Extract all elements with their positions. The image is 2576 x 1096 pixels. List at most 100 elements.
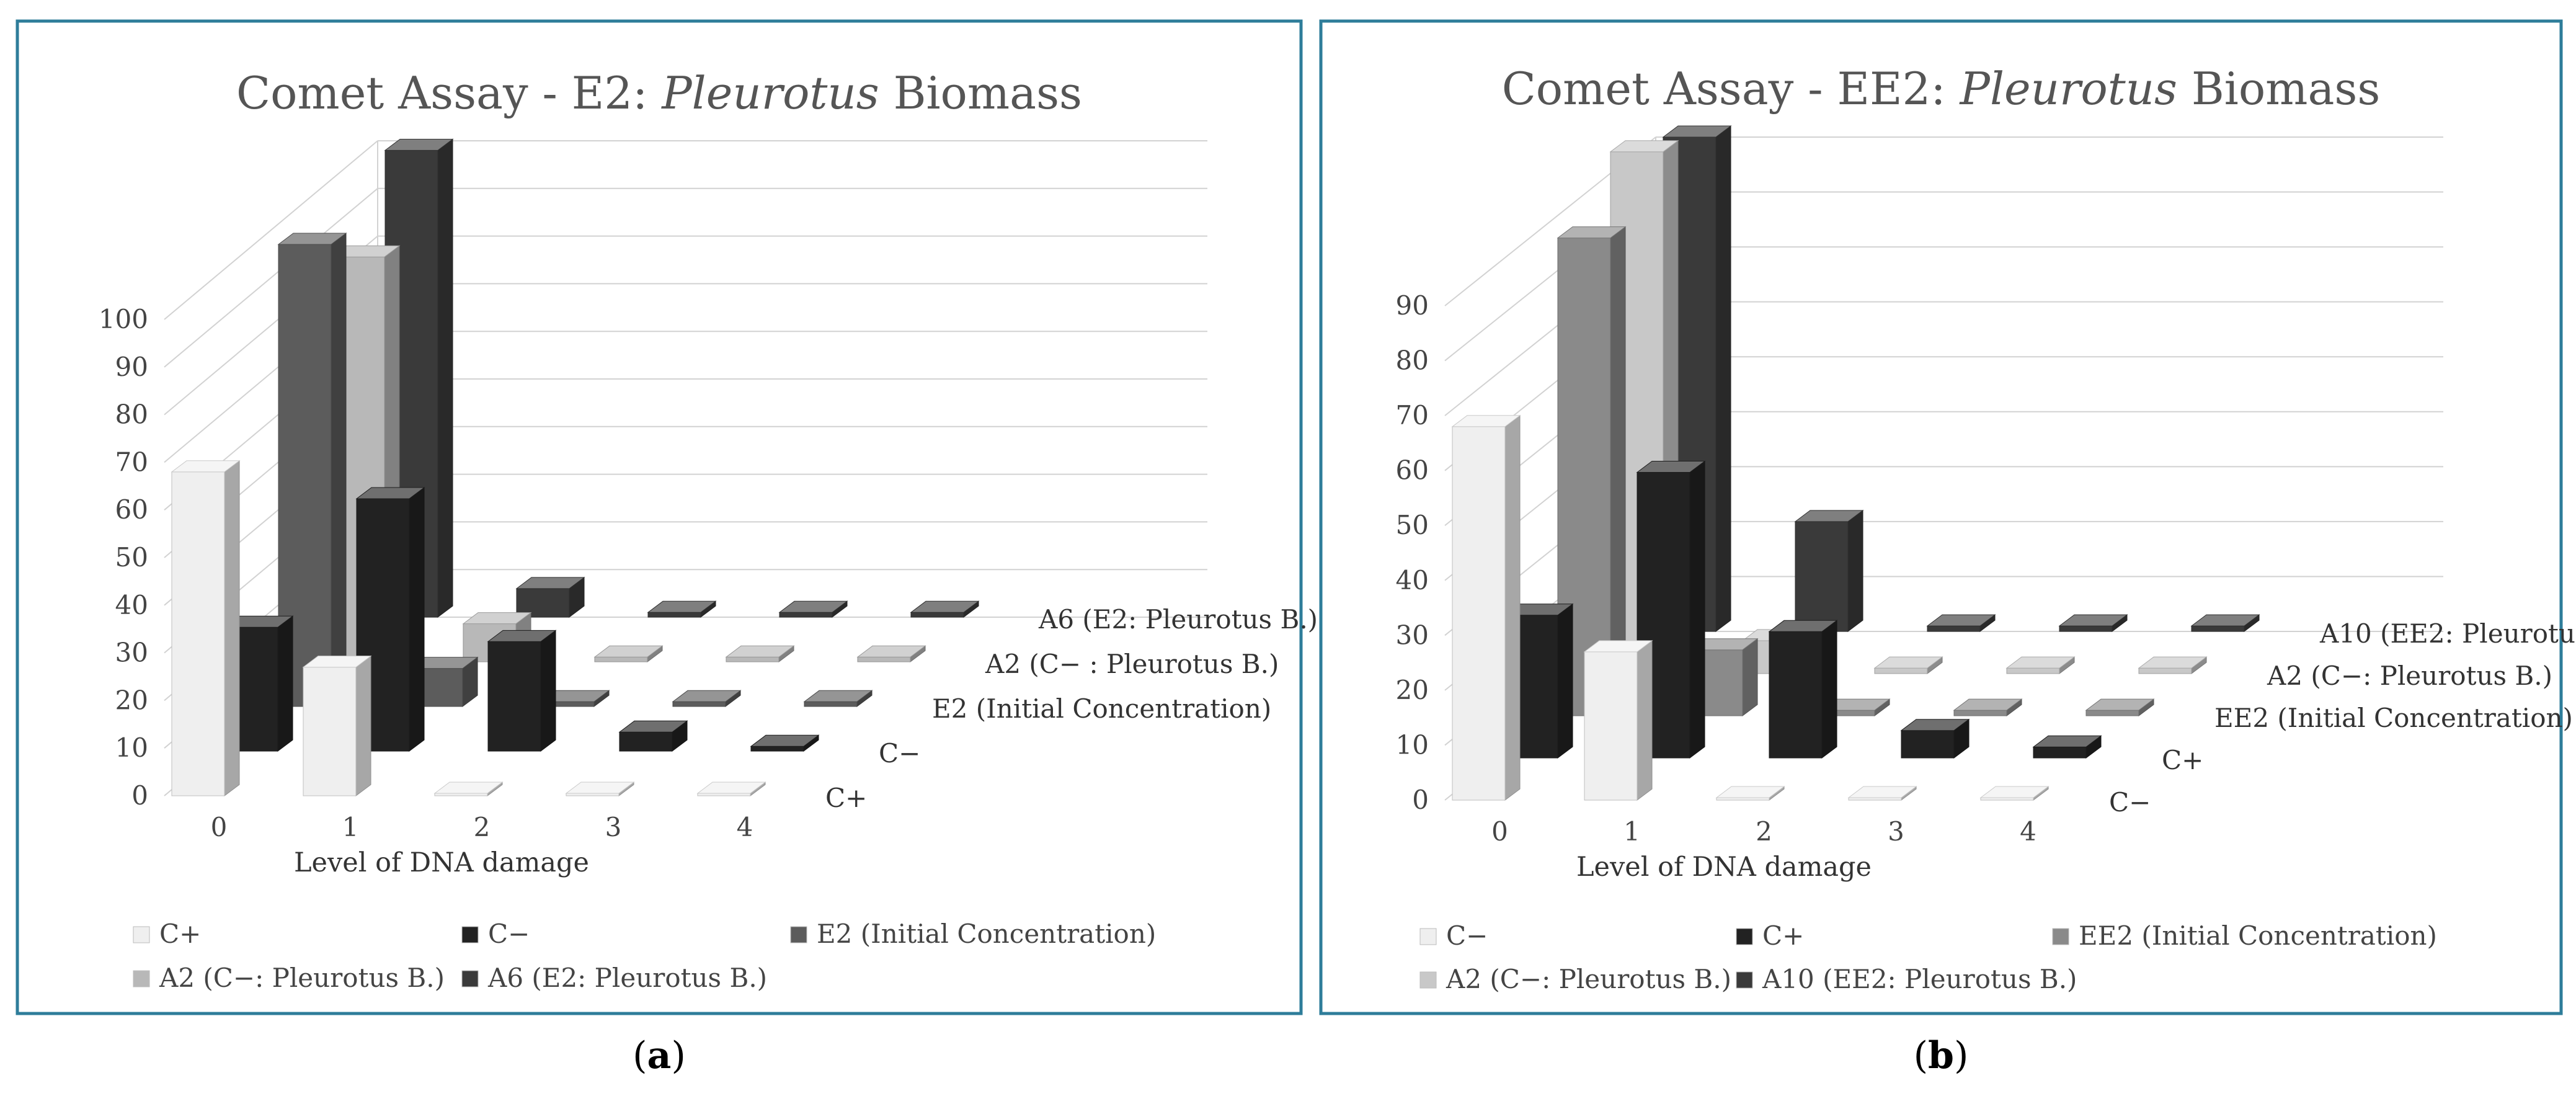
bar-front — [726, 656, 779, 662]
bar-top — [302, 656, 372, 668]
y-tick-label: 50 — [1396, 510, 1429, 540]
bar-top — [355, 487, 425, 499]
y-tick-label: 30 — [115, 638, 148, 668]
y-tick-label: 60 — [1396, 455, 1429, 486]
y-tick-label: 90 — [1396, 290, 1429, 321]
bar-front — [1901, 730, 1955, 759]
legend-swatch — [1419, 928, 1437, 945]
y-tick-label: 20 — [1396, 675, 1429, 705]
bar-top — [1557, 226, 1627, 239]
bar-0-3 — [565, 782, 635, 796]
y-tick-label: 60 — [115, 494, 148, 525]
bar-top — [433, 782, 504, 794]
bar-4-1 — [1794, 509, 1864, 632]
y-tick-label: 30 — [1396, 620, 1429, 650]
series-depth-label: A2 (C−: Pleurotus B.) — [2267, 661, 2552, 691]
bar-3-2 — [593, 645, 664, 662]
bar-front — [2006, 667, 2060, 674]
legend-label: C+ — [1762, 920, 1804, 951]
bar-front — [303, 667, 357, 796]
y-tick-label: 80 — [1396, 345, 1429, 376]
bar-front — [1795, 521, 1849, 632]
chart-title-a: Comet Assay - E2: Pleurotus Biomass — [236, 67, 1082, 119]
bar-front — [2138, 667, 2192, 674]
bar-top — [1768, 620, 1838, 632]
bar-top — [487, 630, 557, 642]
series-depth-label: C− — [2109, 787, 2151, 818]
legend-swatch — [133, 926, 150, 943]
plot-area-b: 0 10 20 30 40 50 60 70 80 90 0 1 2 3 4 C− C+ EE2 (Initial… — [1396, 125, 2576, 847]
bar-1-1 — [355, 487, 425, 752]
panel-b-border — [1319, 19, 2563, 1015]
bar-top — [696, 782, 766, 794]
bar-1-3 — [1900, 718, 1970, 759]
gridline-depth — [164, 140, 378, 320]
y-tick-label: 40 — [115, 590, 148, 620]
x-tick-label: 1 — [342, 812, 359, 842]
bar-4-4 — [910, 600, 980, 618]
bar-3-4 — [856, 645, 926, 662]
legend-label: A6 (E2: Pleurotus B.) — [487, 963, 767, 993]
y-tick-label: 10 — [115, 733, 148, 763]
bar-1-2 — [487, 630, 557, 752]
series-depth-label: A6 (E2: Pleurotus B.) — [1038, 604, 1318, 635]
y-tick-label: 0 — [1412, 785, 1429, 815]
y-tick-label: 10 — [1396, 729, 1429, 760]
bar-0-4 — [696, 782, 766, 796]
bar-top — [1953, 698, 2023, 711]
bar-front — [487, 641, 541, 752]
x-axis-label-b: Level of DNA damage — [1576, 852, 1872, 883]
legend-label: A10 (EE2: Pleurotus B.) — [1762, 964, 2077, 994]
legend-label: A2 (C−: Pleurotus B.) — [159, 963, 445, 993]
series-depth-label: C+ — [2162, 745, 2203, 775]
legend-swatch — [1736, 928, 1753, 945]
bar-4-2 — [647, 600, 717, 618]
legend-a: C+ C− E2 (Initial Concentration) A2 (C−: Pl… — [133, 919, 1156, 993]
bar-front — [1874, 667, 1928, 674]
bar-front — [2191, 625, 2245, 632]
y-tick-label: 100 — [99, 304, 148, 334]
series-depth-label: C− — [879, 738, 920, 769]
bar-front — [857, 656, 911, 662]
caption-a: (a) — [633, 1034, 686, 1077]
y-tick-label: 20 — [115, 685, 148, 715]
bar-0-0 — [1451, 414, 1521, 801]
bar-top — [750, 734, 820, 747]
legend-swatch — [1419, 971, 1437, 989]
y-tick-label: 40 — [1396, 565, 1429, 595]
bar-0-4 — [1979, 786, 2050, 801]
bar-top — [277, 233, 347, 245]
bar-front — [1584, 651, 1638, 801]
x-axis-label-a: Level of DNA damage — [294, 847, 589, 878]
bar-top — [565, 782, 635, 794]
bar-front — [804, 701, 858, 707]
bar-front — [1927, 625, 1981, 632]
bar-4-2 — [1926, 614, 1996, 632]
bar-0-3 — [1847, 786, 1917, 801]
legend-label: C− — [488, 919, 530, 949]
bar-2-4 — [2085, 698, 2155, 716]
y-tick-label: 50 — [115, 542, 148, 573]
bar-2-2 — [1821, 698, 1891, 716]
bar-front — [1452, 426, 1506, 801]
bar-top — [803, 690, 873, 702]
bar-top — [1609, 140, 1679, 153]
series-depth-label: E2 (Initial Concentration) — [932, 693, 1271, 724]
bar-front — [171, 471, 225, 796]
bar-side — [1847, 509, 1863, 632]
bar-side — [437, 138, 453, 618]
legend-label: C− — [1446, 920, 1488, 951]
bar-side — [1557, 603, 1573, 759]
x-tick-label: 2 — [474, 812, 491, 842]
legend-label: A2 (C−: Pleurotus B.) — [1446, 964, 1731, 994]
plot-area-a: 0 10 20 30 40 50 60 70 80 90 100 0 1 2 3 4 C+ C− E2 (Initi… — [99, 138, 1318, 842]
bar-1-4 — [750, 734, 820, 752]
bar-side — [277, 615, 293, 752]
legend-label: C+ — [159, 919, 201, 949]
bar-3-4 — [2138, 656, 2208, 674]
bar-top — [725, 645, 795, 657]
bar-top — [1583, 640, 1653, 653]
bar-front — [1980, 797, 2034, 801]
bar-side — [355, 655, 371, 796]
